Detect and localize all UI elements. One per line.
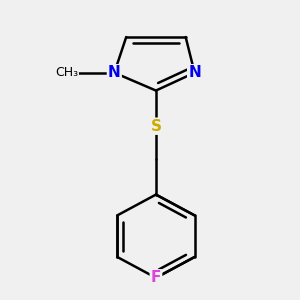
Text: N: N (188, 65, 201, 80)
Text: CH₃: CH₃ (55, 66, 78, 79)
Text: F: F (151, 270, 161, 285)
Text: S: S (150, 119, 161, 134)
Text: N: N (108, 65, 121, 80)
